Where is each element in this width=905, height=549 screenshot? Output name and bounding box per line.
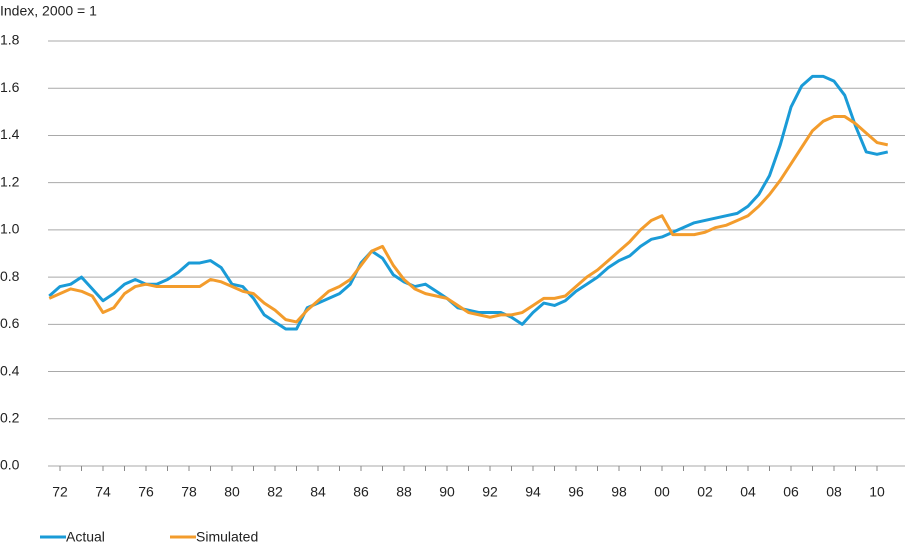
x-tick-label: 96	[568, 484, 584, 500]
series-line	[48, 74, 889, 331]
x-tick-label: 90	[439, 484, 455, 500]
x-tick-label: 88	[396, 484, 412, 500]
x-tick-label: 80	[224, 484, 240, 500]
x-tick-label: 86	[353, 484, 369, 500]
y-tick-label: 0.6	[0, 315, 20, 331]
y-tick-label: 1.8	[0, 32, 20, 48]
x-tick-label: 04	[740, 484, 756, 500]
x-tick-label: 76	[138, 484, 154, 500]
y-tick-label: 1.2	[0, 173, 20, 189]
x-tick-label: 74	[95, 484, 111, 500]
y-tick-label: 0.0	[0, 457, 20, 473]
y-tick-label: 1.6	[0, 79, 20, 95]
x-tick-label: 08	[826, 484, 842, 500]
legend-label: Actual	[66, 529, 105, 545]
x-tick-label: 00	[654, 484, 670, 500]
y-tick-label: 0.2	[0, 409, 20, 425]
x-tick-label: 10	[869, 484, 885, 500]
y-tick-label: 0.8	[0, 268, 20, 284]
legend-label: Simulated	[196, 529, 258, 545]
y-axis-label: Index, 2000 = 1	[0, 3, 97, 19]
y-tick-label: 1.4	[0, 126, 20, 142]
x-tick-label: 82	[267, 484, 283, 500]
x-tick-label: 72	[52, 484, 68, 500]
x-tick-label: 02	[697, 484, 713, 500]
x-tick-label: 78	[181, 484, 197, 500]
x-tick-label: 98	[611, 484, 627, 500]
y-tick-label: 0.4	[0, 362, 20, 378]
series-line	[48, 115, 889, 324]
x-tick-label: 92	[482, 484, 498, 500]
x-tick-label: 84	[310, 484, 326, 500]
y-tick-label: 1.0	[0, 221, 20, 237]
x-tick-label: 94	[525, 484, 541, 500]
x-tick-label: 06	[783, 484, 799, 500]
